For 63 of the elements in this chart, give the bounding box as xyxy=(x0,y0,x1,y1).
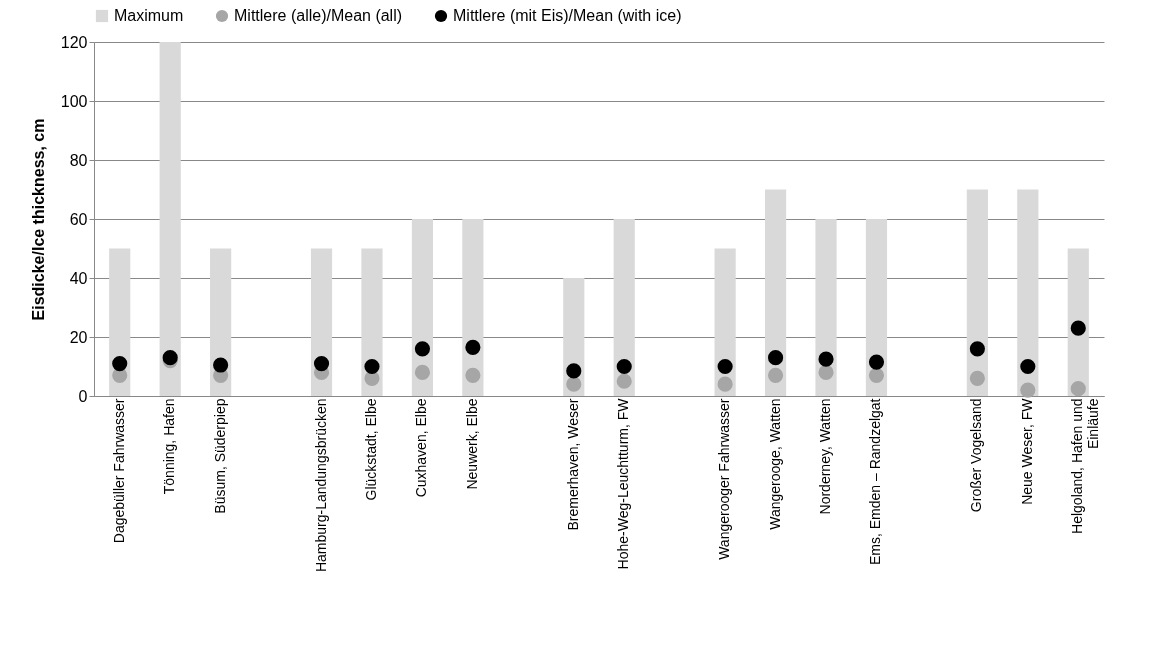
x-tick-label: Tönning, Hafen xyxy=(161,398,178,495)
point xyxy=(767,350,784,366)
y-tick-label: 0 xyxy=(78,387,88,405)
legend-label: Maximum xyxy=(114,7,184,24)
bar xyxy=(159,42,181,396)
legend-label: Mittlere (alle)/Mean (all) xyxy=(234,7,403,24)
point xyxy=(616,373,632,389)
point xyxy=(465,339,481,355)
point xyxy=(616,358,632,375)
point xyxy=(868,354,885,370)
x-tick-label: Hohe-Weg-Leuchtturm, FW xyxy=(615,397,632,570)
point xyxy=(566,363,582,379)
point xyxy=(213,357,229,373)
point xyxy=(313,355,330,372)
bar xyxy=(361,248,383,396)
point xyxy=(414,341,431,357)
x-tick-label: Wangerooger Fahrwasser xyxy=(716,398,733,560)
point xyxy=(1020,382,1036,398)
point xyxy=(364,358,380,375)
bar xyxy=(1017,189,1039,396)
y-axis-title: Eisdicke/Ice thickness, cm xyxy=(29,118,47,321)
point xyxy=(1020,358,1036,375)
x-tick-label: Hamburg-Landungsbrücken xyxy=(312,398,329,573)
y-tick-label: 60 xyxy=(69,210,88,228)
x-tick-label: Bremerhaven, Weser xyxy=(564,398,581,531)
point xyxy=(1070,381,1086,397)
x-tick-label: Norderney, Watten xyxy=(817,398,834,515)
point xyxy=(818,351,834,367)
x-tick-label: Großer Vogelsand xyxy=(968,398,985,513)
y-tick-label: 20 xyxy=(69,328,88,346)
y-tick-label: 40 xyxy=(69,269,88,287)
x-tick-label: Neuwerk, Elbe xyxy=(463,398,480,490)
x-tick-label: Neue Weser, FW xyxy=(1018,397,1035,505)
x-tick-label: Büsum, Süderpiep xyxy=(211,398,228,514)
point xyxy=(566,376,582,392)
point xyxy=(969,370,985,386)
point xyxy=(868,367,885,383)
y-tick-label: 80 xyxy=(69,151,88,169)
x-tick-label: Helgoland, Hafen und Einläufe xyxy=(1069,398,1102,534)
bar xyxy=(865,219,888,396)
x-tick-label: Dagebüller Fahrwasser xyxy=(110,398,127,544)
bar xyxy=(462,219,484,396)
point xyxy=(465,367,481,383)
bar xyxy=(764,189,787,396)
x-tick-label: Ems, Emden – Randzelgat xyxy=(867,398,884,566)
bar xyxy=(815,219,837,396)
bar xyxy=(966,189,988,396)
point xyxy=(1070,320,1086,336)
legend-label: Mittlere (mit Eis)/Mean (with ice) xyxy=(453,7,682,24)
bar xyxy=(613,219,635,396)
x-tick-label: Glückstadt, Elbe xyxy=(362,398,379,501)
y-tick-label: 120 xyxy=(60,33,88,51)
x-tick-label: Wangerooge, Watten xyxy=(766,398,783,530)
point xyxy=(717,358,733,375)
y-tick-label: 100 xyxy=(60,92,88,110)
x-tick-label: Cuxhaven, Elbe xyxy=(413,398,430,498)
point xyxy=(969,341,985,357)
point xyxy=(767,367,784,383)
point xyxy=(818,364,834,380)
point xyxy=(414,364,431,380)
point xyxy=(112,355,128,372)
point xyxy=(717,376,733,392)
bar xyxy=(411,219,434,396)
